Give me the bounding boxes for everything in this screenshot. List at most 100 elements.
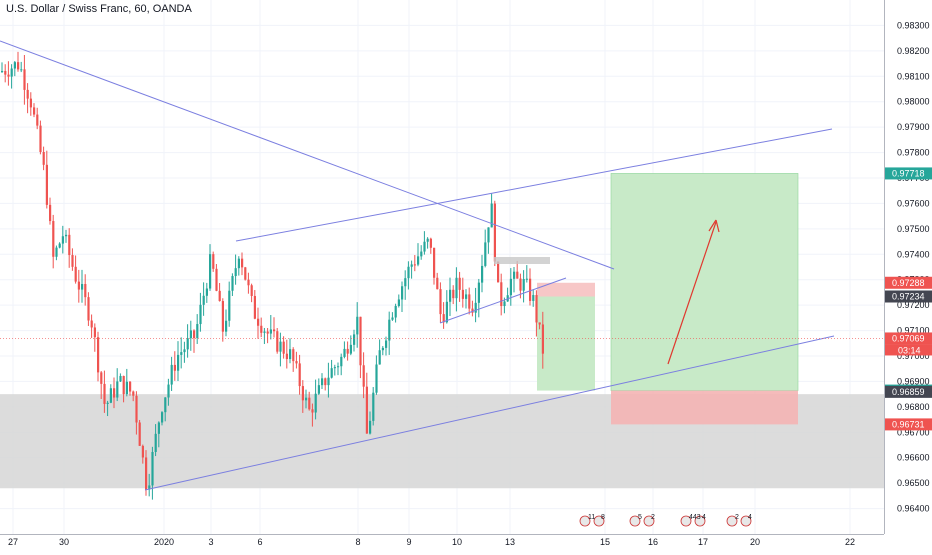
candle-body [388,319,391,341]
candle-body [100,372,103,384]
candle-body [269,329,272,334]
candle-body [391,317,394,320]
price-tag-label: 0.96859 [892,387,925,397]
price-tag-bg [885,332,932,345]
positions[interactable] [537,173,799,425]
candle-body [449,289,452,302]
resistance-marker [494,257,550,264]
candle-body [253,295,256,319]
candle-body [445,301,448,323]
candle-body [39,125,42,152]
ascending-support-trendline [144,335,835,491]
price-tick-label: 0.96700 [897,427,930,437]
price-tick-label: 0.97800 [897,148,930,158]
candle-body [535,295,538,323]
countdown-tag-bg [885,344,932,356]
event-flag-icon [726,515,738,527]
candle-body [234,268,237,277]
candle-body [196,324,199,339]
candle-body [193,330,196,339]
candle-body [55,247,58,257]
candle-body [490,203,493,228]
candle-body [10,68,13,77]
price-tick-label: 0.97900 [897,122,930,132]
candle-body [161,412,164,423]
event-count: 8 [601,514,605,521]
price-tick-label: 0.97000 [897,351,930,361]
candle-body [81,284,84,290]
candle-body [369,420,372,434]
candle-body [61,236,64,244]
drawings[interactable] [0,40,884,491]
candle-body [433,247,436,278]
event-count: 443 [689,514,701,521]
candle-body [461,289,464,299]
candle-body [356,316,359,335]
time-tick-label: 2020 [154,537,174,547]
candle-body [516,271,519,279]
candle-body [225,320,228,332]
candle-body [170,364,173,385]
event-count: 11 [588,514,595,521]
candle-body [452,289,455,299]
time-axis[interactable]: 27 30 2020 3 6 8 9 10 13 15 16 17 20 22 [0,534,884,548]
candle-body [228,290,231,321]
candle-body [183,349,186,353]
long-position-stop [611,390,798,425]
candle-body [241,258,244,268]
candle-body [20,69,23,71]
short-position-target [537,296,595,391]
candle-body [221,301,224,332]
event-count: 2 [735,514,739,521]
candle-body [314,393,317,413]
candle-body [493,203,496,262]
candle-body [308,397,311,410]
candle-body [276,331,279,352]
candle-body [77,281,80,290]
candle-body [212,254,215,269]
candle-body [407,266,410,279]
candle-body [68,234,71,256]
event-flag-icon [740,515,752,527]
candle-body [116,381,119,398]
candle-body [164,397,167,413]
event-count: 4 [702,514,706,521]
candle-body [132,391,135,396]
event-flag-icon [579,515,591,527]
candle-body [173,364,176,371]
candle-body [500,282,503,307]
candle-body [375,364,378,393]
price-axis[interactable]: 0.98300 0.98200 0.98100 0.98000 0.97900 0.978… [884,0,930,534]
event-flag-icon [643,515,655,527]
economic-events[interactable]: 11 8 5 2 443 4 2 4 [579,514,752,527]
candle-body [285,353,288,360]
candle-body [436,277,439,290]
time-tick-label: 20 [750,537,760,547]
candle-body [298,363,301,387]
price-tag-label: 0.97718 [892,168,925,178]
candle-body [513,271,516,279]
price-tick-label: 0.98300 [897,20,930,30]
candle-body [154,433,157,452]
price-tag-label: 0.97288 [892,278,925,288]
candle-body [42,151,45,165]
candle-body [541,324,544,354]
price-tick-label: 0.96900 [897,376,930,386]
short-position-stop [537,282,595,297]
candle-body [503,301,506,307]
candle-body [58,243,61,248]
candle-body [141,445,144,458]
candle-body [346,348,349,354]
candle-body [529,278,532,301]
candle-body [180,352,183,355]
candle-body [423,241,426,252]
candle-body [189,330,192,339]
time-tick-label: 8 [355,537,360,547]
candle-body [365,386,368,434]
candle-body [340,356,343,367]
candle-body [455,277,458,299]
candle-body [337,366,340,368]
candle-body [119,375,122,382]
